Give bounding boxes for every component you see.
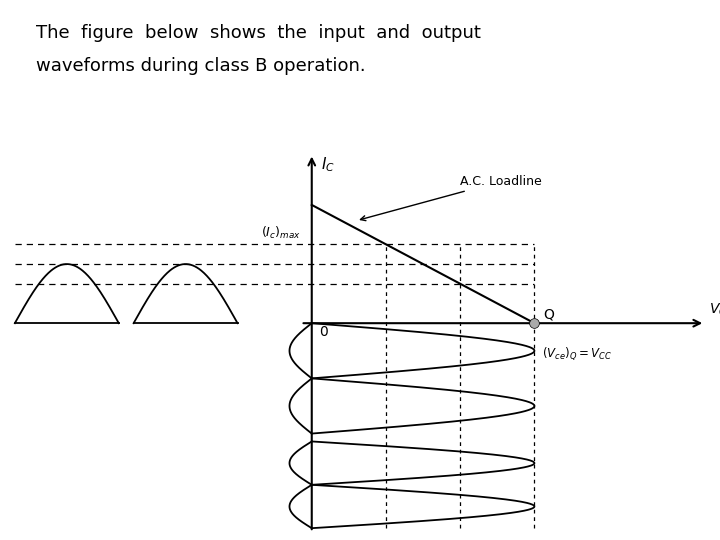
Text: $I_C$: $I_C$ [320,156,335,174]
Text: A.C. Loadline: A.C. Loadline [361,175,542,221]
Text: The  figure  below  shows  the  input  and  output: The figure below shows the input and out… [36,24,481,42]
Text: Q: Q [544,307,554,321]
Text: $(V_{ce})_Q = V_{CC}$: $(V_{ce})_Q = V_{CC}$ [542,345,612,362]
Text: 0: 0 [319,325,328,339]
Text: $V_{CE}$: $V_{CE}$ [709,302,720,319]
Text: waveforms during class B operation.: waveforms during class B operation. [36,57,366,75]
Text: $(I_c)_{max}$: $(I_c)_{max}$ [261,225,301,241]
